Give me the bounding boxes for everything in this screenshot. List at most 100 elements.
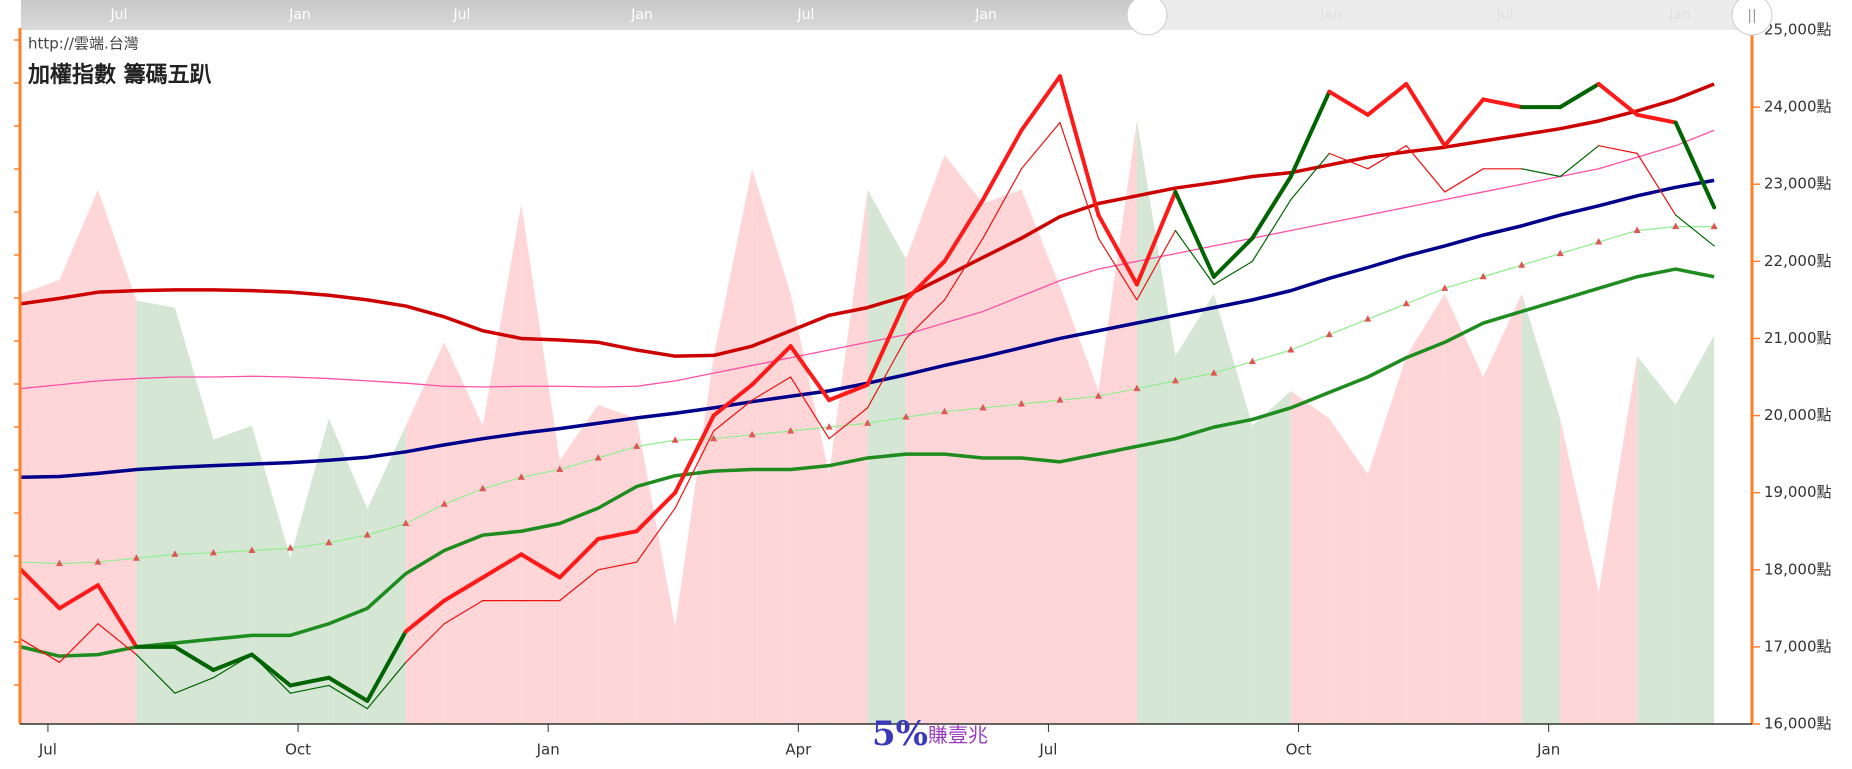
area-segment <box>1290 390 1330 724</box>
price-segment <box>1444 168 1484 193</box>
triangle-marker <box>1556 249 1564 257</box>
navigator-handle[interactable] <box>1126 0 1168 36</box>
y-tick-label: 20,000點 <box>1764 406 1832 424</box>
plot-area <box>19 74 1718 725</box>
area-segment <box>713 168 753 725</box>
navigator-handle[interactable] <box>1731 0 1773 36</box>
triangle-marker <box>556 465 564 473</box>
price-segment <box>365 629 408 703</box>
triangle-marker <box>1595 238 1603 245</box>
navigator-selected[interactable] <box>21 0 1147 30</box>
triangle-marker <box>1672 222 1680 230</box>
navigator-label: Jul <box>1496 7 1514 23</box>
price-segment <box>20 638 61 663</box>
triangle-marker <box>363 531 371 538</box>
area-segment <box>521 203 560 724</box>
area-segment <box>636 418 676 724</box>
area-segment <box>1098 120 1137 725</box>
area-segment <box>1560 418 1599 724</box>
triangle-marker <box>1479 272 1487 280</box>
price-segment <box>328 684 368 710</box>
area-segment <box>1521 293 1561 724</box>
ma-line <box>20 82 1715 358</box>
price-segment <box>19 567 62 611</box>
price-segment <box>1559 145 1600 178</box>
area-segment <box>21 279 60 724</box>
price-segment <box>1442 97 1486 148</box>
y-tick-label: 23,000點 <box>1764 175 1832 193</box>
area-segment <box>944 154 984 725</box>
area-segment <box>1329 418 1368 724</box>
price-segment <box>211 652 254 673</box>
price-segment <box>135 653 176 694</box>
price-segment <box>597 561 638 571</box>
price-segment <box>1675 214 1715 247</box>
triangle-marker <box>941 407 949 415</box>
triangle-marker <box>748 430 756 438</box>
area-segment <box>1444 293 1484 724</box>
price-segment <box>865 297 909 387</box>
price-segment <box>751 376 792 401</box>
x-tick-label: Jan <box>1536 741 1560 759</box>
triangle-marker <box>1210 369 1218 376</box>
triangle-marker <box>94 558 102 565</box>
triangle-marker <box>902 413 910 420</box>
navigator-rest[interactable] <box>1147 0 1752 30</box>
x-tick-label: Apr <box>785 741 812 759</box>
price-segment <box>480 552 524 580</box>
area-segment <box>598 404 637 724</box>
navigator-label: Jan <box>288 7 311 23</box>
triangle-marker <box>710 434 718 442</box>
price-segment <box>828 407 869 440</box>
area-segment <box>213 425 252 724</box>
price-segment <box>1059 121 1100 239</box>
x-tick-label: Oct <box>1286 741 1312 759</box>
price-segment <box>57 583 100 611</box>
price-segment <box>326 675 370 703</box>
price-segment <box>1596 81 1640 117</box>
price-segment <box>1405 145 1446 193</box>
triangle-marker <box>1287 346 1295 353</box>
price-segment <box>1174 229 1215 286</box>
watermark-number: 5% <box>872 714 928 754</box>
handle-grip[interactable]: || <box>1747 8 1756 24</box>
navigator-label: Jan <box>974 7 997 23</box>
price-segment <box>904 259 947 302</box>
price-segment <box>1213 260 1253 286</box>
triangle-marker <box>1017 399 1025 407</box>
area-segment <box>1637 356 1676 724</box>
price-segment <box>1020 121 1061 170</box>
price-segment <box>1173 189 1216 279</box>
price-segment <box>1250 174 1293 241</box>
price-segment <box>1598 145 1638 154</box>
ma-line <box>20 129 1715 390</box>
price-segment <box>557 536 601 580</box>
price-segment <box>1404 81 1447 148</box>
price-segment <box>750 344 793 387</box>
price-segment <box>981 128 1024 202</box>
triangle-marker <box>825 423 833 430</box>
price-segment <box>403 598 447 634</box>
triangle-marker <box>864 419 872 426</box>
area-segment <box>1483 293 1522 724</box>
navigator-label: Jul <box>797 7 815 23</box>
triangle-marker <box>633 442 641 449</box>
watermark: 5%賺壹兆 <box>872 714 988 754</box>
area-segment <box>251 425 291 724</box>
triangle-marker <box>402 519 410 527</box>
price-segment <box>519 552 562 580</box>
y-tick-label: 21,000點 <box>1764 329 1832 347</box>
area-segment <box>752 168 791 725</box>
area-segment <box>1059 286 1099 724</box>
triangle-marker <box>55 559 63 567</box>
y-tick-label: 24,000點 <box>1764 98 1832 116</box>
price-segment <box>58 623 99 663</box>
navigator-label: Jul <box>453 7 471 23</box>
watermark-text: 賺壹兆 <box>928 723 988 747</box>
triangle-marker <box>1325 330 1333 338</box>
y-tick-label: 16,000點 <box>1764 715 1832 733</box>
price-segment <box>942 197 986 264</box>
price-segment <box>1558 81 1601 110</box>
area-segment <box>675 356 714 724</box>
